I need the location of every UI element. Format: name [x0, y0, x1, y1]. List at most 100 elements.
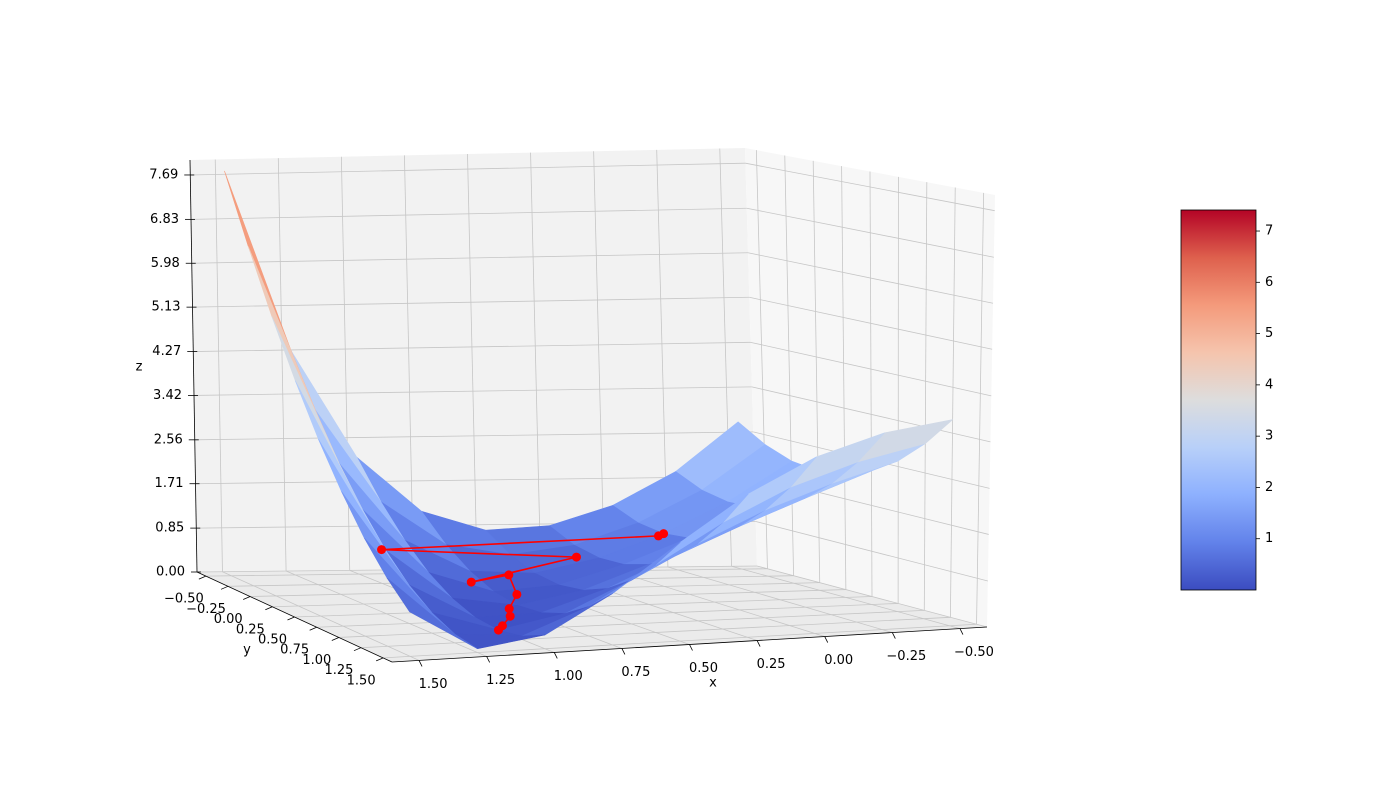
path-point: [504, 604, 514, 614]
colorbar-tick-label: 1: [1265, 531, 1273, 546]
grid-line: [755, 521, 988, 582]
grid-line: [277, 158, 287, 572]
grid-line: [784, 155, 794, 576]
grid-line: [190, 162, 746, 176]
surface-facet: [386, 577, 478, 650]
x-tick-label: 1.50: [419, 677, 448, 692]
path-point: [466, 577, 476, 587]
z-tick-label: 0.00: [156, 565, 185, 580]
x-tick: [891, 632, 896, 639]
colorbar-tick-label: 7: [1265, 224, 1273, 239]
grid-line: [869, 171, 873, 597]
x-tick: [418, 660, 423, 667]
y-tick: [309, 626, 317, 631]
floor-pane: [197, 566, 987, 662]
y-tick: [220, 585, 229, 590]
y-tick-label: 1.25: [325, 663, 354, 678]
y-tick: [198, 575, 207, 580]
grid-line: [404, 155, 414, 570]
y-axis-label: y: [243, 643, 251, 658]
y-tick: [375, 657, 384, 662]
x-tick-label: 0.50: [689, 661, 718, 676]
y-tick-label: 0.25: [236, 622, 265, 637]
x-tick: [756, 640, 761, 647]
grid-line: [383, 623, 977, 659]
path-point: [571, 552, 581, 562]
x-axis-line: [391, 626, 988, 663]
path-point: [377, 545, 387, 555]
surface: [224, 170, 954, 650]
z-tick-label: 6.83: [150, 212, 179, 227]
colorbar: [1180, 209, 1257, 591]
z-tick-label: 2.56: [154, 432, 183, 447]
x-tick-label: 0.25: [757, 657, 786, 672]
x-tick: [689, 644, 693, 651]
grid-line: [749, 296, 993, 350]
grid-line: [750, 341, 992, 397]
grid-line: [841, 166, 847, 590]
y-tick: [265, 606, 273, 611]
grid-line: [191, 252, 749, 264]
colorbar-tick-label: 5: [1265, 326, 1273, 341]
path-segment: [381, 548, 577, 558]
grid-line: [192, 296, 750, 308]
z-tick-label: 3.42: [153, 388, 182, 403]
grid-line: [950, 187, 956, 618]
grid-line: [745, 162, 995, 212]
x-axis-label: x: [709, 676, 717, 691]
path-segment: [471, 556, 577, 583]
z-tick-label: 0.85: [155, 521, 184, 536]
y-tick: [287, 616, 295, 621]
x-tick-label: 1.00: [554, 669, 583, 684]
colorbar-tick-label: 2: [1265, 480, 1273, 495]
grid-line: [194, 431, 754, 441]
panes: [190, 148, 995, 662]
z-tick-label: 4.27: [152, 344, 181, 359]
grid-line: [593, 151, 605, 568]
y-tick-label: 0.00: [214, 612, 243, 627]
z-tick-label: 7.69: [149, 167, 178, 182]
y-tick-label: 1.50: [347, 673, 376, 688]
grid-line: [746, 207, 994, 258]
grid-line: [467, 153, 478, 570]
x-tick-label: 0.00: [824, 653, 853, 668]
grid-line: [751, 386, 991, 443]
colorbar-tick-label: 6: [1265, 275, 1273, 290]
x-tick: [486, 656, 491, 663]
x-tick-label: −0.25: [886, 649, 926, 664]
y-tick-label: 0.75: [280, 643, 309, 658]
y-axis-line: [196, 571, 393, 663]
y-tick-label: 1.00: [302, 653, 331, 668]
path-point: [493, 625, 503, 635]
x-tick-label: 0.75: [621, 665, 650, 680]
grid-line: [360, 616, 951, 649]
z-tick-label: 1.71: [155, 476, 184, 491]
x-tick-label: −0.50: [954, 645, 994, 660]
x-tick: [553, 652, 558, 659]
side-pane: [745, 148, 995, 627]
grid-line: [923, 182, 928, 611]
z-tick-label: 5.13: [152, 300, 181, 315]
grid-line: [214, 159, 223, 572]
y-tick-label: −0.50: [164, 592, 204, 607]
path-point: [512, 589, 522, 599]
y-tick: [243, 596, 251, 600]
x-tick: [824, 636, 829, 643]
grid-line: [530, 152, 542, 569]
x-tick-label: 1.25: [486, 673, 515, 688]
path-segment: [471, 574, 509, 583]
x-tick: [621, 648, 626, 655]
grid-line: [191, 207, 747, 220]
grid-line: [195, 476, 755, 485]
grid-line: [316, 603, 899, 628]
y-tick-label: −0.25: [186, 602, 226, 617]
grid-line: [338, 609, 925, 638]
path-point: [505, 611, 515, 621]
colorbar-tick-label: 4: [1265, 377, 1273, 392]
grid-line: [747, 252, 994, 304]
colorbar-tick-label: 3: [1265, 429, 1273, 444]
z-axis-line: [189, 159, 198, 573]
y-tick: [331, 637, 339, 641]
path-segment: [381, 535, 659, 551]
